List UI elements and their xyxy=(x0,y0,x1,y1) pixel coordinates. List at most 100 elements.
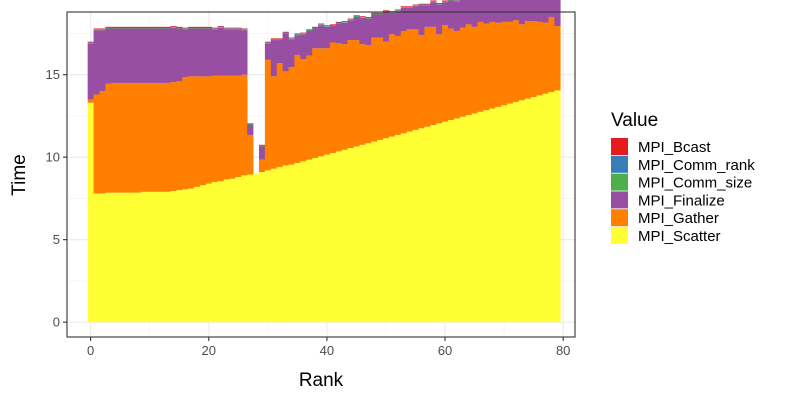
bar-segment xyxy=(412,4,419,6)
bar-segment xyxy=(134,192,142,323)
bar-segment xyxy=(312,158,319,323)
bar-segment xyxy=(146,28,153,83)
bar-segment xyxy=(140,28,148,83)
bar-segment xyxy=(211,75,218,182)
bar-segment xyxy=(306,29,313,30)
legend: Value MPI_BcastMPI_Comm_rankMPI_Comm_siz… xyxy=(611,110,755,245)
bar-segment xyxy=(483,23,490,111)
bar-segment xyxy=(471,0,478,27)
bar-segment xyxy=(453,30,461,119)
bar-segment xyxy=(353,146,360,323)
bar-segment xyxy=(87,43,94,100)
bar-segment xyxy=(430,0,437,2)
bar-segment xyxy=(247,125,254,135)
bar-segment xyxy=(329,26,337,43)
bar-segment xyxy=(359,44,366,145)
bar-segment xyxy=(418,5,425,36)
bar-segment xyxy=(223,29,230,76)
bar-segment xyxy=(512,0,520,21)
bar-segment xyxy=(152,26,159,28)
x-tick-label: 80 xyxy=(556,343,570,358)
bar-segment xyxy=(194,186,201,323)
bar-segment xyxy=(105,26,112,28)
bar-segment xyxy=(87,41,94,43)
bar-segment xyxy=(359,16,366,17)
bar-segment xyxy=(188,28,195,77)
bar-segment xyxy=(111,192,118,323)
bar-segment xyxy=(312,48,319,158)
bar-segment xyxy=(140,82,148,192)
panel-border xyxy=(66,11,576,338)
bar-segment xyxy=(371,141,378,323)
bar-segment xyxy=(205,183,213,323)
bar-segment xyxy=(400,30,407,134)
bar-segment xyxy=(465,24,472,116)
bar-segment xyxy=(158,28,165,83)
bar-segment xyxy=(442,2,449,26)
bar-segment xyxy=(524,98,532,323)
bar-segment xyxy=(199,28,207,77)
bar-segment xyxy=(394,9,402,11)
legend-swatch xyxy=(611,138,628,155)
bar-segment xyxy=(459,27,467,117)
legend-label: MPI_Finalize xyxy=(638,192,725,209)
bar-segment xyxy=(123,192,130,323)
bar-segment xyxy=(388,34,396,137)
bar-segment xyxy=(536,95,543,323)
bar-segment xyxy=(217,181,224,323)
bar-segment xyxy=(442,121,449,323)
bar-segment xyxy=(152,28,159,83)
legend-label: MPI_Comm_rank xyxy=(638,157,755,174)
bar-segment xyxy=(93,28,100,30)
bar-segment xyxy=(353,16,360,41)
bar-segment xyxy=(548,16,555,93)
bar-segment xyxy=(418,128,425,323)
bar-segment xyxy=(335,43,343,152)
bar-segment xyxy=(276,167,283,323)
bar-segment xyxy=(117,28,124,83)
bar-segment xyxy=(282,33,289,72)
bar-segment xyxy=(377,12,384,14)
bar-segment xyxy=(258,146,266,160)
bar-segment xyxy=(188,26,195,28)
bar-segment xyxy=(300,32,307,34)
bar-segment xyxy=(170,191,177,323)
bar-segment xyxy=(465,115,472,323)
bar-segment xyxy=(229,75,236,179)
bar-segment xyxy=(536,0,543,22)
bar-segment xyxy=(424,3,431,5)
bar-segment xyxy=(276,63,283,168)
bar-segment xyxy=(412,129,419,323)
bar-segment xyxy=(129,82,136,193)
bar-segment xyxy=(418,3,425,5)
bar-segment xyxy=(294,35,301,55)
bar-segment xyxy=(347,18,354,20)
bar-segment xyxy=(542,93,549,323)
bar-segment xyxy=(117,82,124,193)
bar-segment xyxy=(288,37,295,39)
bar-segment xyxy=(512,20,520,102)
bar-segment xyxy=(182,27,189,29)
bar-segment xyxy=(111,26,118,28)
bar-segment xyxy=(495,106,502,323)
bar-segment xyxy=(400,6,407,7)
bar-segment xyxy=(129,26,136,28)
x-tick-label: 0 xyxy=(87,343,94,358)
bar-segment xyxy=(383,138,390,323)
y-axis-title: Time xyxy=(9,154,30,196)
bar-segment xyxy=(276,40,283,64)
bar-segment xyxy=(282,71,289,166)
bar-segment xyxy=(182,77,189,190)
bar-segment xyxy=(477,0,484,22)
bar-segment xyxy=(241,175,248,323)
bar-segment xyxy=(300,34,307,60)
bar-segment xyxy=(146,82,153,192)
bar-segment xyxy=(134,26,142,28)
bar-segment xyxy=(312,28,319,49)
legend-swatch xyxy=(611,191,628,209)
bar-segment xyxy=(158,191,165,323)
bar-segment xyxy=(406,29,413,132)
bar-segment xyxy=(223,179,230,323)
bar-segment xyxy=(436,123,443,323)
bar-segment xyxy=(99,30,106,92)
